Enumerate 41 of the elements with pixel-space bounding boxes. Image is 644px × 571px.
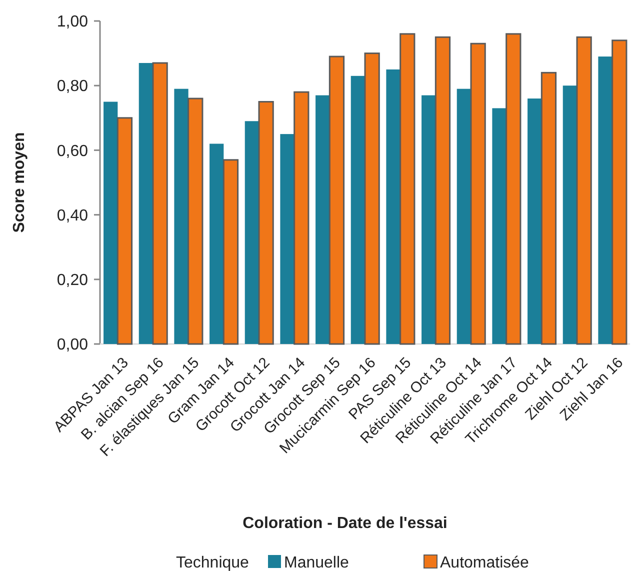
- bar: [316, 95, 330, 344]
- y-tick-label: 0,20: [56, 272, 88, 289]
- bar: [328, 56, 345, 345]
- bar: [528, 98, 542, 344]
- bar: [222, 159, 239, 345]
- bar: [456, 88, 471, 344]
- bar: [116, 117, 133, 345]
- bar: [350, 76, 365, 344]
- bar: [562, 86, 577, 344]
- y-tick-label: 0,00: [56, 336, 88, 354]
- bar: [258, 101, 274, 345]
- bar: [422, 95, 436, 344]
- y-tick-label: 0,40: [56, 207, 88, 224]
- bar: [188, 98, 204, 345]
- bar: [506, 33, 522, 345]
- y-tick-label: 0,60: [56, 142, 88, 160]
- y-tick-label: 0,80: [56, 78, 88, 96]
- bar: [174, 88, 188, 344]
- bar: [434, 36, 451, 345]
- bar: [364, 52, 380, 345]
- legend-label: Automatisée: [440, 554, 530, 571]
- bar: [138, 62, 153, 344]
- bar: [386, 69, 400, 344]
- bar: [540, 72, 557, 345]
- bar: [598, 56, 612, 344]
- bar: [612, 40, 628, 345]
- x-axis-title: Coloration - Date de l'essai: [242, 515, 448, 532]
- bar: [244, 121, 259, 344]
- legend-title: Technique: [176, 554, 250, 571]
- bar: [104, 102, 118, 344]
- y-axis-title: Score moyen: [11, 132, 28, 233]
- bar: [294, 91, 310, 345]
- legend-label: Manuelle: [284, 554, 350, 571]
- y-tick-label: 1,00: [56, 14, 88, 31]
- bar: [492, 108, 506, 344]
- bar: [576, 36, 592, 345]
- bar: [280, 134, 294, 344]
- bar: [210, 144, 224, 344]
- bar: [470, 42, 486, 345]
- bar: [400, 33, 416, 345]
- bar: [152, 62, 168, 345]
